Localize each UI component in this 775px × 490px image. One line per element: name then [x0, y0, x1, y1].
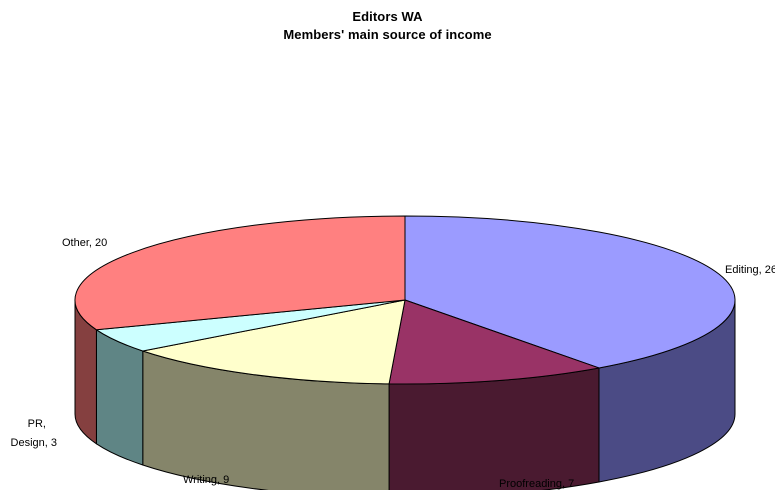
pie-sides: [74, 299, 736, 490]
chart-title: Editors WA: [352, 9, 423, 24]
pie-labels: Editing, 26 Proofreading, 7 Writing, 9 P…: [11, 237, 775, 490]
slice-side-proofreading: [388, 367, 600, 490]
slice-label-writing: Writing, 9: [183, 474, 229, 486]
chart-subtitle: Members' main source of income: [283, 27, 492, 42]
slice-side-pr-design: [95, 329, 144, 466]
slice-label-proofreading: Proofreading, 7: [499, 478, 574, 490]
slice-label-pr-design-line2: Design, 3: [11, 437, 57, 449]
pie-tops: [74, 215, 736, 385]
slice-top-editing: [404, 215, 736, 369]
slice-label-editing: Editing, 26: [725, 264, 775, 276]
slice-label-pr-design-line1: PR,: [28, 418, 46, 430]
slice-top-proofreading: [388, 299, 600, 385]
slice-top-writing: [142, 299, 406, 385]
slice-label-other: Other, 20: [62, 237, 107, 249]
slice-top-other: [74, 215, 406, 331]
